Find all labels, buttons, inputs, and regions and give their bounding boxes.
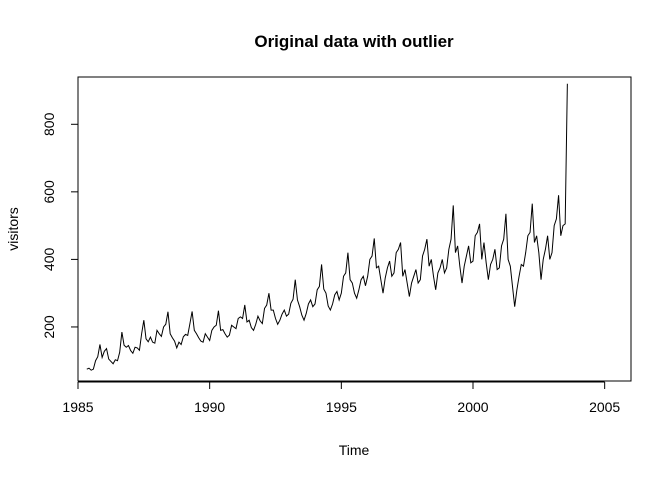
x-axis-label: Time: [339, 442, 370, 458]
x-tick-label: 2000: [457, 399, 488, 415]
y-axis-label: visitors: [5, 207, 21, 251]
y-tick-label: 800: [41, 112, 57, 136]
y-tick-label: 400: [41, 248, 57, 272]
y-tick-label: 200: [41, 315, 57, 339]
x-tick-label: 1995: [326, 399, 357, 415]
plot-area: [86, 83, 568, 371]
x-tick-label: 1985: [62, 399, 93, 415]
y-axis: 200 400 600 800: [41, 112, 79, 339]
x-tick-label: 1990: [194, 399, 225, 415]
x-tick-label: 2005: [589, 399, 620, 415]
series-line-1: [86, 83, 568, 371]
y-tick-label: 600: [41, 180, 57, 204]
chart-title: Original data with outlier: [254, 32, 454, 51]
x-axis: 1985 1990 1995 2000 2005: [62, 381, 620, 415]
